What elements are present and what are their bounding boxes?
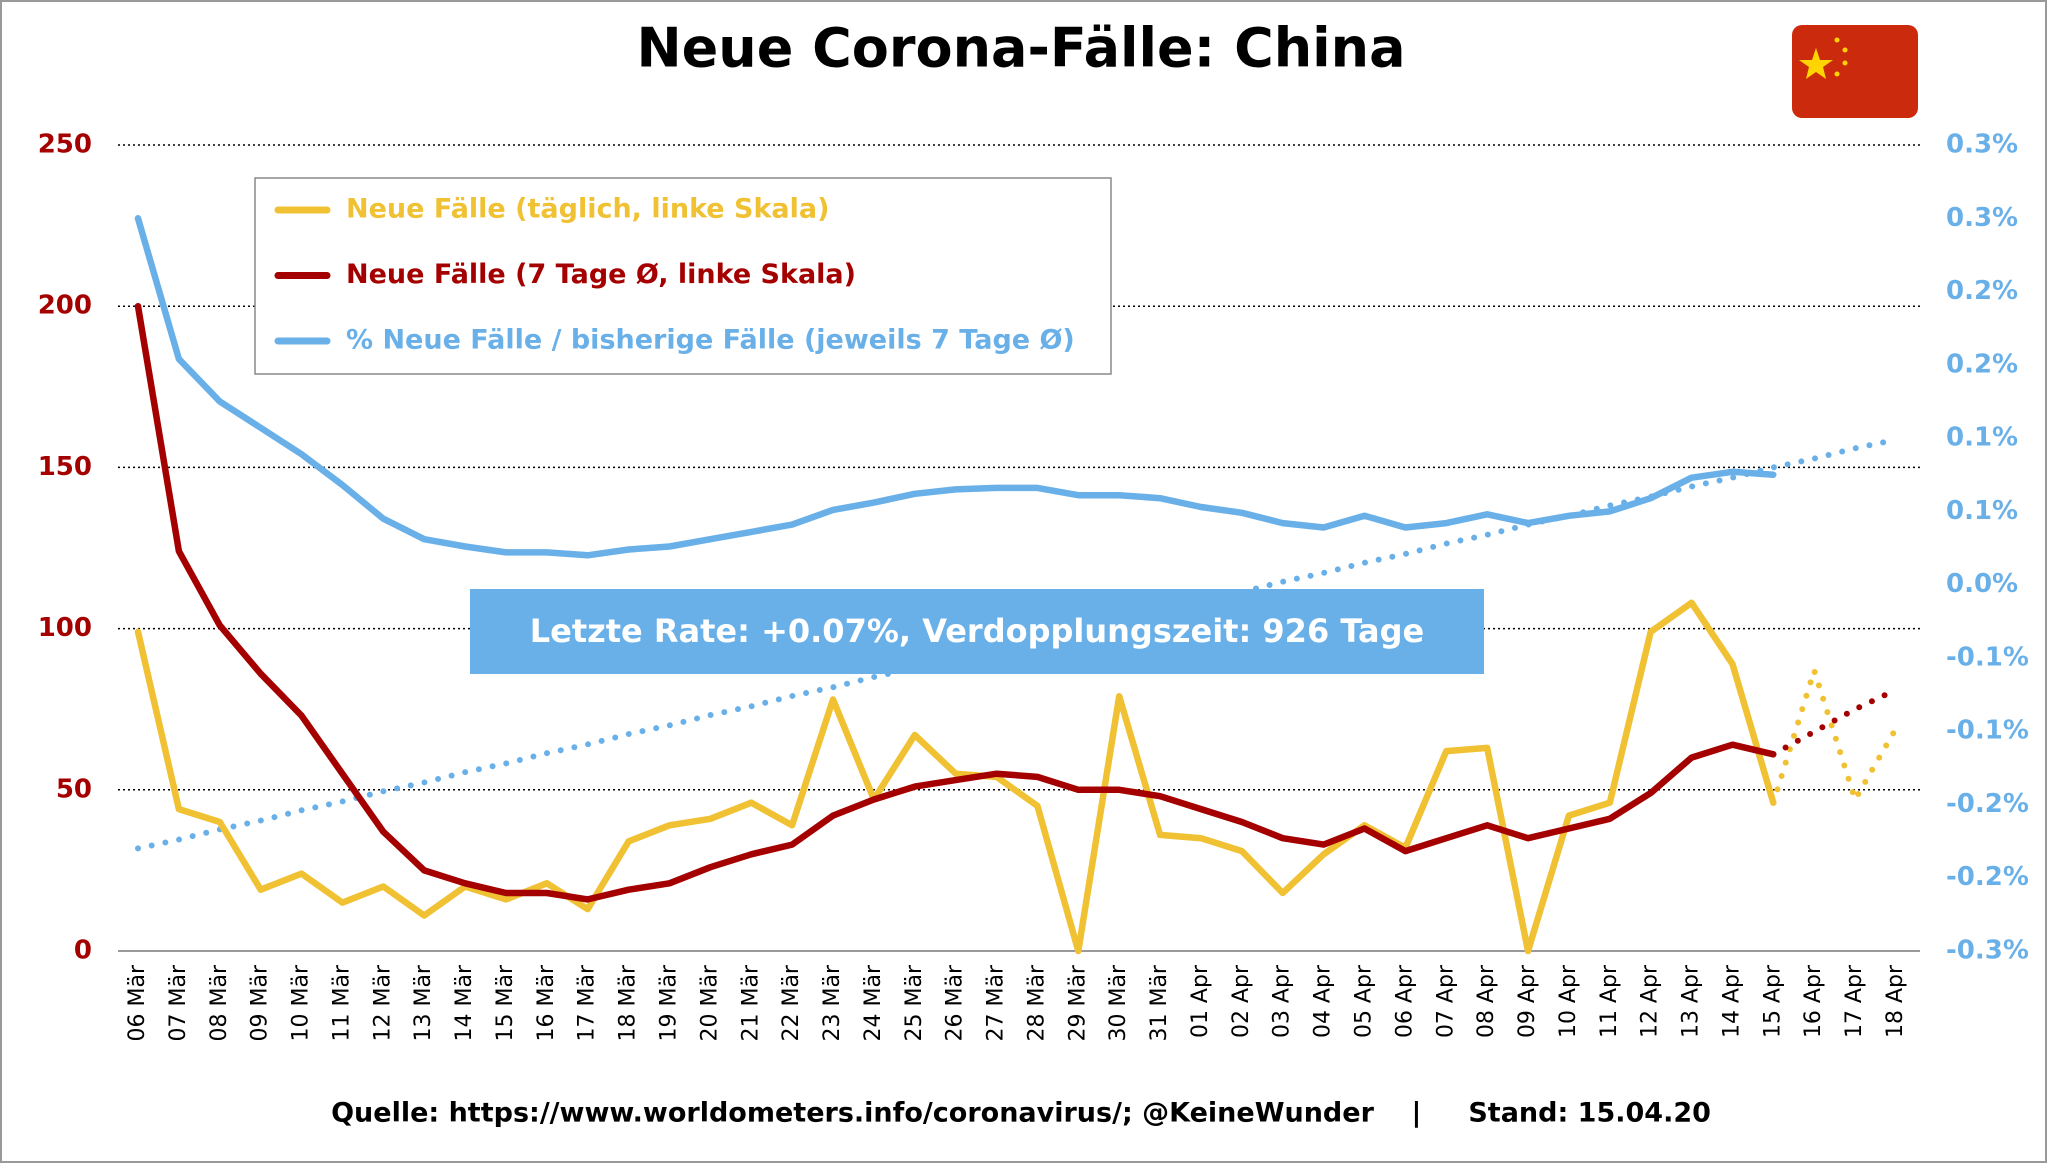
x-tick-label: 20 Mär [697,964,722,1041]
x-tick-label: 08 Mär [207,964,232,1041]
x-tick-label: 07 Apr [1433,964,1458,1038]
y2-tick-label: -0.1% [1946,642,2029,672]
x-tick-label: 10 Mär [289,964,314,1041]
annotation: Letzte Rate: +0.07%, Verdopplungszeit: 9… [530,612,1425,650]
x-tick-label: 11 Mär [329,964,354,1041]
trend-line [1770,667,1899,806]
annotation-box [470,589,1484,674]
x-tick-label: 31 Mär [1147,964,1172,1041]
x-tick-label: 03 Apr [1270,964,1295,1038]
x-tick-label: 08 Apr [1474,964,1499,1038]
y2-tick-label: 0.0% [1946,569,2018,599]
y2-tick-label: -0.2% [1946,862,2029,892]
y2-tick-label: 0.2% [1946,349,2018,379]
x-tick-label: 15 Mär [493,964,518,1041]
y-tick-label: 200 [38,291,92,321]
plot-area: 0 50 100 150 200 250 -0.3% -0.2% -0.2% -0.1% -0.1%… [38,130,2029,1042]
y2-tick-label: 0.2% [1946,276,2018,306]
y-tick-label: 0 [74,936,92,966]
y2-tick-label: 0.3% [1946,203,2018,233]
x-tick-label: 15 Apr [1760,964,1785,1038]
y2-tick-label: -0.2% [1946,789,2029,819]
chart-title: Neue Corona-Fälle: China [636,17,1405,80]
footer: Quelle: https://www.worldometers.info/co… [331,1098,1711,1129]
x-tick-label: 16 Apr [1801,964,1826,1038]
x-tick-label: 02 Apr [1229,964,1254,1038]
series-line [134,302,1777,903]
x-tick-label: 04 Apr [1311,964,1336,1038]
y2-tick-label: 0.1% [1946,496,2018,526]
x-tick-label: 21 Mär [738,964,763,1041]
x-tick-label: 06 Mär [125,964,150,1041]
x-tick-label: 13 Mär [411,964,436,1041]
x-tick-label: 17 Mär [575,964,600,1041]
x-tick-label: 12 Apr [1638,964,1663,1038]
series-line [134,599,1777,955]
x-tick-label: 05 Apr [1352,964,1377,1038]
x-tick-label: 17 Apr [1842,964,1867,1038]
x-tick-label: 09 Mär [248,964,273,1041]
legend [254,177,1112,375]
x-tick-label: 28 Mär [1024,964,1049,1041]
x-tick-label: 23 Mär [820,964,845,1041]
x-tick-label: 22 Mär [779,964,804,1041]
y2-tick-label: 0.3% [1946,130,2018,160]
x-tick-label: 07 Mär [166,964,191,1041]
series-line [134,215,1777,559]
x-tick-label: 24 Mär [861,964,886,1041]
x-tick-label: 14 Apr [1719,964,1744,1038]
y2-tick-label: -0.1% [1946,716,2029,746]
x-tick-label: 16 Mär [534,964,559,1041]
x-tick-label: 26 Mär [943,964,968,1041]
x-tick-label: 01 Apr [1188,964,1213,1038]
x-tick-label: 25 Mär [902,964,927,1041]
x-tick-label: 13 Apr [1679,964,1704,1038]
x-tick-label: 10 Apr [1556,964,1581,1038]
y-tick-label: 50 [56,774,92,804]
trend-line [1770,686,1899,758]
legend-label: Neue Fälle (täglich, linke Skala) [346,194,829,225]
flag [1792,25,1918,118]
x-tick-label: 18 Mär [616,964,641,1041]
x-tick-label: 27 Mär [984,964,1009,1041]
x-tick-label: 30 Mär [1106,964,1131,1041]
y2-tick-label: -0.3% [1946,936,2029,966]
x-tick-label: 18 Apr [1883,964,1908,1038]
x-tick-label: 12 Mär [370,964,395,1041]
x-tick-label: 19 Mär [656,964,681,1041]
y-tick-label: 250 [38,130,92,160]
x-tick-label: 09 Apr [1515,964,1540,1038]
legend-label: Neue Fälle (7 Tage Ø, linke Skala) [346,259,856,290]
x-tick-label: 06 Apr [1392,964,1417,1038]
y-tick-label: 100 [38,613,92,643]
x-tick-label: 11 Apr [1597,964,1622,1038]
x-tick-label: 14 Mär [452,964,477,1041]
legend-label: % Neue Fälle / bisherige Fälle (jeweils … [346,325,1075,356]
legend-entries: Neue Fälle (täglich, linke Skala) Neue Fä… [274,194,1075,356]
x-tick-label: 29 Mär [1065,964,1090,1041]
y2-tick-label: 0.1% [1946,423,2018,453]
y-tick-label: 150 [38,452,92,482]
